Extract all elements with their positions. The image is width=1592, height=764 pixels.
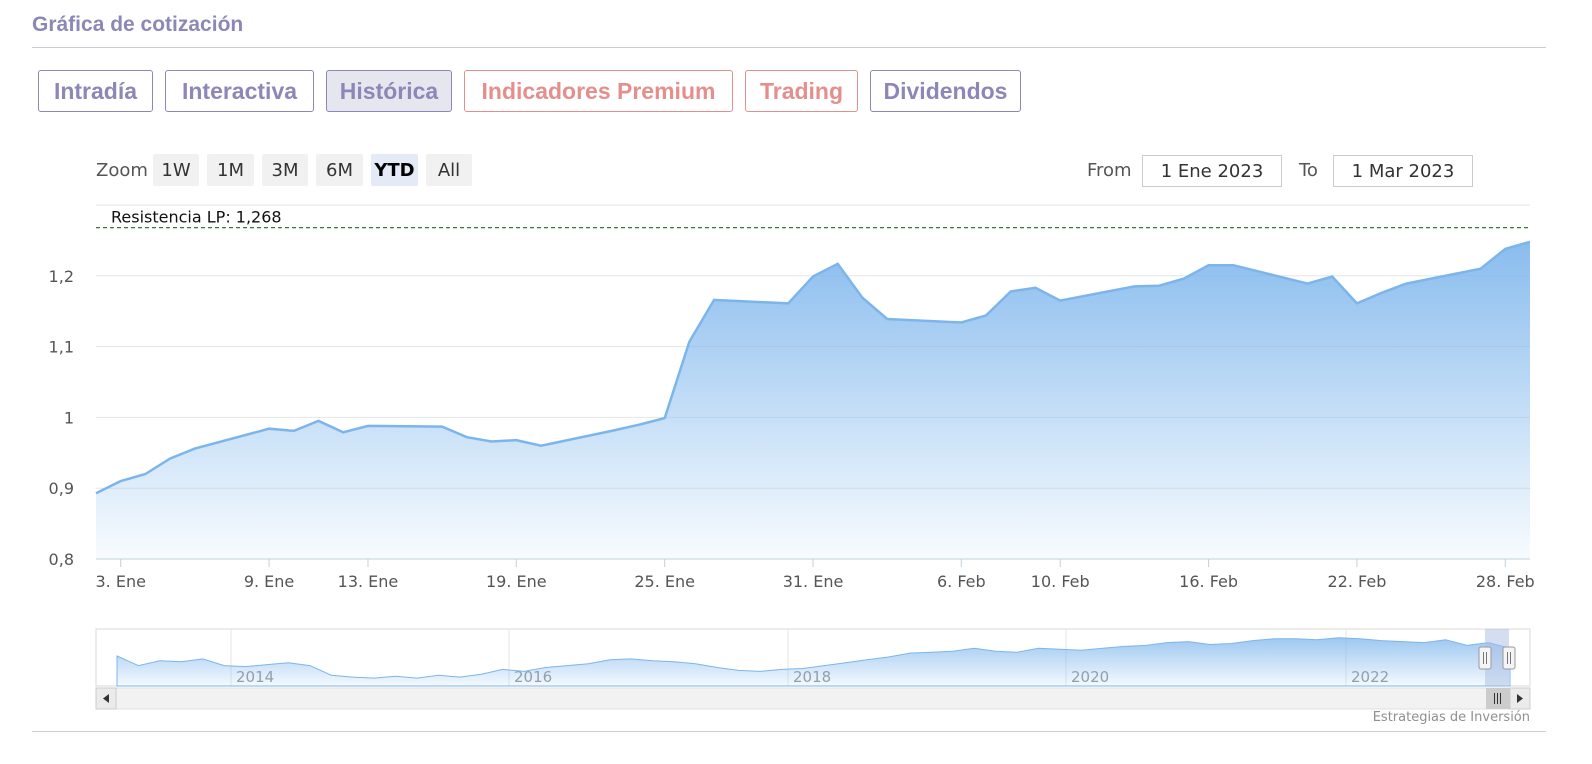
range-to-input[interactable] xyxy=(1333,155,1473,187)
tab-indicadores-premium[interactable]: Indicadores Premium xyxy=(464,70,733,112)
x-tick-label: 16. Feb xyxy=(1179,572,1238,591)
zoom-1m-button[interactable]: 1M xyxy=(207,154,254,186)
x-tick-label: 28. Feb xyxy=(1476,572,1535,591)
range-from-input[interactable] xyxy=(1142,155,1282,187)
resistance-label: Resistencia LP: 1,268 xyxy=(111,208,282,227)
scrollbar[interactable] xyxy=(95,687,1531,710)
x-tick-label: 3. Ene xyxy=(95,572,145,591)
price-series-line xyxy=(95,240,1531,495)
zoom-6m-button[interactable]: 6M xyxy=(316,154,363,186)
scroll-right-arrow-icon xyxy=(1517,694,1523,703)
x-tick-label: 31. Ene xyxy=(783,572,844,591)
y-axis-labels: 0,8 0,9 1 1,1 1,2 xyxy=(49,267,74,569)
zoom-1w-button[interactable]: 1W xyxy=(153,154,199,186)
navigator-right-handle[interactable] xyxy=(1502,646,1516,670)
x-tick-label: 13. Ene xyxy=(338,572,399,591)
x-tick-label: 9. Ene xyxy=(244,572,294,591)
range-from-label: From xyxy=(1087,160,1132,181)
x-tick-label: 25. Ene xyxy=(634,572,695,591)
navigator[interactable]: 20142016201820202022 xyxy=(95,628,1531,687)
x-axis: 3. Ene 9. Ene 13. Ene 19. Ene 25. Ene 31. Ene… xyxy=(95,559,1535,591)
tab-trading[interactable]: Trading xyxy=(745,70,858,112)
zoom-3m-button[interactable]: 3M xyxy=(262,154,308,186)
range-to-label: To xyxy=(1299,160,1318,181)
price-area xyxy=(96,241,1530,560)
y-tick-label: 1,2 xyxy=(49,267,74,286)
x-tick-label: 19. Ene xyxy=(486,572,547,591)
y-tick-label: 1,1 xyxy=(49,338,74,357)
tab-interactiva[interactable]: Interactiva xyxy=(165,70,314,112)
y-tick-label: 0,8 xyxy=(49,550,74,569)
title-divider xyxy=(32,47,1546,48)
x-tick-label: 10. Feb xyxy=(1031,572,1090,591)
y-tick-label: 1 xyxy=(64,408,74,427)
zoom-ytd-button[interactable]: YTD xyxy=(371,154,418,186)
section-title: Gráfica de cotización xyxy=(32,13,244,36)
scroll-left-arrow-icon xyxy=(103,694,109,703)
scrollbar-track[interactable] xyxy=(95,687,1531,710)
bottom-divider xyxy=(32,731,1546,732)
navigator-area xyxy=(116,637,1511,687)
tab-historica[interactable]: Histórica xyxy=(326,70,452,112)
y-tick-label: 0,9 xyxy=(49,479,74,498)
zoom-all-button[interactable]: All xyxy=(426,154,472,186)
tab-intradia[interactable]: Intradía xyxy=(38,70,153,112)
tab-dividendos[interactable]: Dividendos xyxy=(870,70,1021,112)
x-tick-label: 6. Feb xyxy=(937,572,986,591)
credit-text: Estrategias de Inversión xyxy=(1372,710,1530,725)
zoom-label: Zoom xyxy=(96,160,148,181)
x-tick-label: 22. Feb xyxy=(1328,572,1387,591)
navigator-left-handle[interactable] xyxy=(1478,646,1492,670)
